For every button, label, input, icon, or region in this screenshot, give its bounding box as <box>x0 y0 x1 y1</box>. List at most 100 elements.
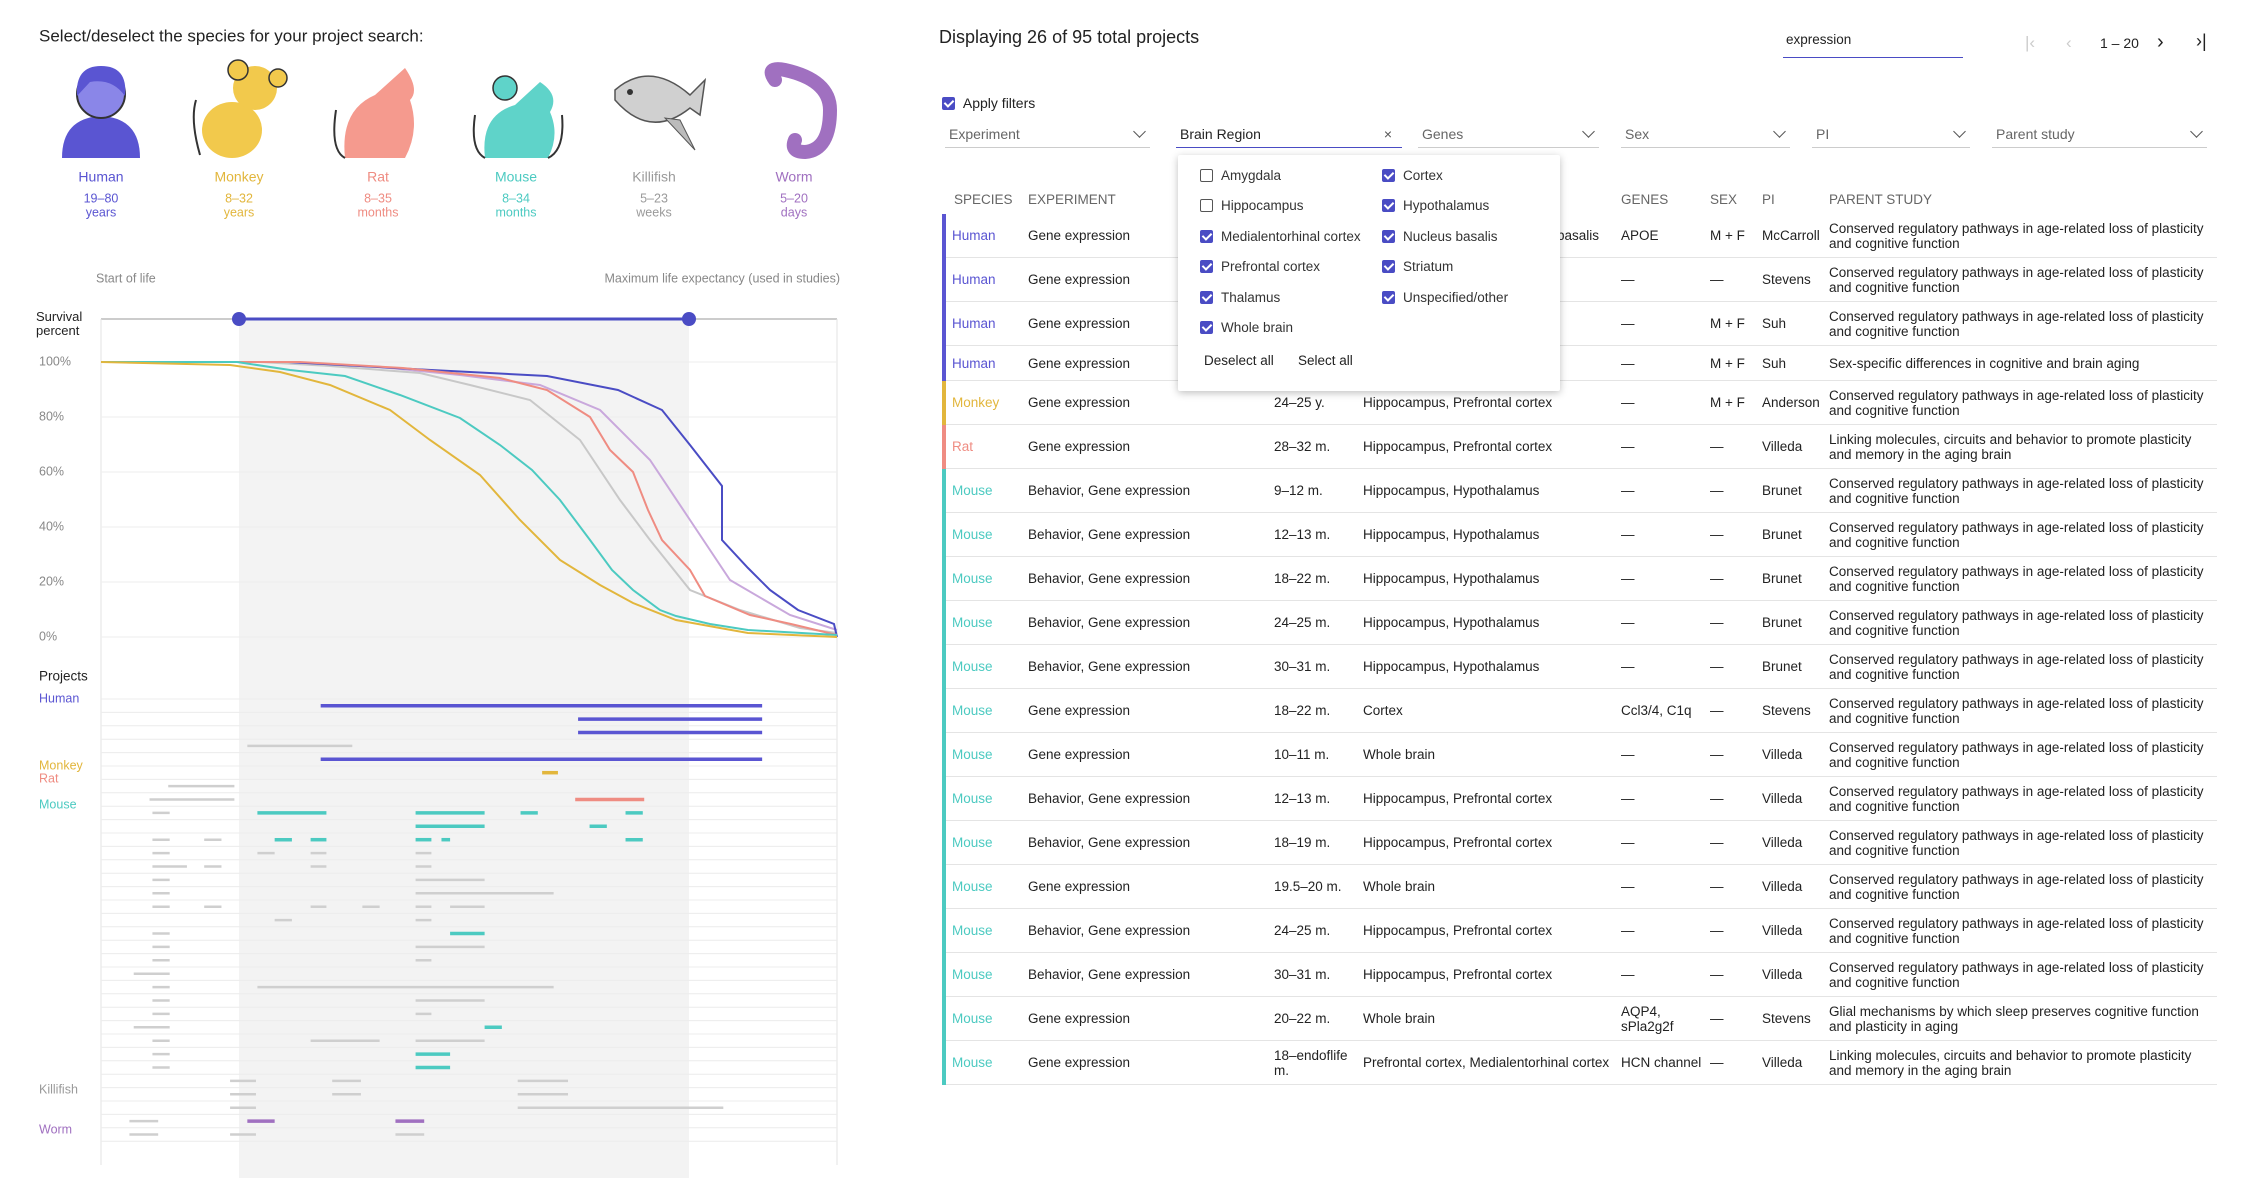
apply-filters[interactable]: Apply filters <box>942 94 1035 111</box>
checkbox[interactable] <box>1200 321 1213 335</box>
result-row[interactable]: Mouse Behavior, Gene expression 18–19 m. Hi… <box>942 820 2217 865</box>
result-row[interactable]: Human Gene expression basalis APOE M + F McCa… <box>942 214 2217 258</box>
species-name[interactable]: Worm <box>775 169 812 185</box>
checkbox[interactable] <box>1200 290 1213 304</box>
dropdown-option[interactable]: Hippocampus <box>1200 198 1304 213</box>
killifish-icon[interactable] <box>614 75 707 151</box>
table-cell: Conserved regulatory pathways in age-rel… <box>1825 257 2217 302</box>
table-cell: Conserved regulatory pathways in age-rel… <box>1825 688 2217 733</box>
dropdown-option[interactable]: Whole brain <box>1200 320 1293 335</box>
species-name[interactable]: Killifish <box>632 169 676 185</box>
checkbox[interactable] <box>942 96 955 110</box>
species-unit: years <box>224 205 255 219</box>
checkbox[interactable] <box>1382 168 1395 182</box>
dropdown-option[interactable]: Medialentorhinal cortex <box>1200 228 1361 244</box>
result-row[interactable]: Mouse Behavior, Gene expression 24–25 m. Hi… <box>942 600 2217 645</box>
last-page-button[interactable]: ›| <box>2196 31 2207 51</box>
result-row[interactable]: Mouse Gene expression 19.5–20 m. Whole brai… <box>942 864 2217 909</box>
table-cell: 19.5–20 m. <box>1270 864 1359 909</box>
first-page-button[interactable]: |‹ <box>2025 33 2036 52</box>
column-header: GENES <box>1621 191 1669 207</box>
curve-rat <box>101 361 838 636</box>
checkbox[interactable] <box>1382 229 1395 243</box>
table-cell: 18–22 m. <box>1270 688 1359 733</box>
table-cell: M + F <box>1706 301 1758 346</box>
table-cell: Hippocampus, Prefrontal cortex <box>1359 380 1617 425</box>
dropdown-option[interactable]: Thalamus <box>1200 289 1280 305</box>
checkbox[interactable] <box>1200 168 1213 182</box>
species-name[interactable]: Monkey <box>214 169 263 185</box>
select-all-button[interactable]: Select all <box>1298 353 1353 368</box>
species-name[interactable]: Human <box>78 169 123 185</box>
result-row[interactable]: Mouse Gene expression 18–endoflife m. Prefr… <box>942 1040 2217 1085</box>
column-header: PARENT STUDY <box>1829 191 1933 207</box>
table-cell: Gene expression <box>1024 688 1270 733</box>
next-page-button[interactable]: › <box>2157 31 2164 53</box>
table-cell: M + F <box>1706 380 1758 425</box>
dropdown-option[interactable]: Hypothalamus <box>1382 198 1489 213</box>
checkbox[interactable] <box>1200 229 1213 243</box>
checkbox[interactable] <box>1382 260 1395 274</box>
result-row[interactable]: Mouse Behavior, Gene expression 30–31 m. Hi… <box>942 644 2217 689</box>
table-cell: Gene expression <box>1024 732 1270 777</box>
checkbox[interactable] <box>1382 290 1395 304</box>
table-cell: Rat <box>942 424 1024 469</box>
result-row[interactable]: Mouse Gene expression 18–22 m. Cortex Ccl3/4… <box>942 688 2217 733</box>
slider-handle[interactable] <box>232 312 246 326</box>
human-icon[interactable] <box>62 66 140 158</box>
monkey-icon[interactable] <box>192 59 288 158</box>
panel-title: Select/deselect the species for your pro… <box>39 26 424 45</box>
result-row[interactable]: Monkey Gene expression 24–25 y. Hippocampus… <box>942 380 2217 425</box>
filter-dropdown[interactable]: PI <box>1812 122 1970 148</box>
chevron <box>1582 125 1595 138</box>
filter-dropdown[interactable]: Brain Region × <box>1176 122 1402 148</box>
result-row[interactable]: Mouse Behavior, Gene expression 12–13 m. Hi… <box>942 776 2217 821</box>
table-cell: — <box>1617 512 1706 557</box>
filter-dropdown[interactable]: Experiment <box>945 122 1150 148</box>
table-cell: Mouse <box>942 908 1024 953</box>
table-cell: Behavior, Gene expression <box>1024 600 1270 645</box>
table-cell: Behavior, Gene expression <box>1024 776 1270 821</box>
search-input[interactable]: expression <box>1783 32 1963 58</box>
checkbox[interactable] <box>1382 199 1395 213</box>
dropdown-option[interactable]: Prefrontal cortex <box>1200 259 1320 274</box>
table-cell: — <box>1706 776 1758 821</box>
y-label: Survival percent <box>36 310 83 338</box>
dropdown-option[interactable]: Cortex <box>1382 167 1443 183</box>
result-row[interactable]: Human Gene expression — — Stevens Conserved r… <box>942 257 2217 302</box>
result-row[interactable]: Mouse Gene expression 10–11 m. Whole brain —… <box>942 732 2217 777</box>
dropdown-option[interactable]: Striatum <box>1382 259 1453 274</box>
table-cell: Suh <box>1758 345 1825 381</box>
species-name[interactable]: Rat <box>367 169 389 185</box>
table-cell: McCarroll <box>1758 214 1825 258</box>
checkbox[interactable] <box>1200 199 1213 213</box>
result-row[interactable]: Mouse Behavior, Gene expression 30–31 m. Hi… <box>942 952 2217 997</box>
slider-handle[interactable] <box>682 312 696 326</box>
result-row[interactable]: Mouse Behavior, Gene expression 18–22 m. Hi… <box>942 556 2217 601</box>
deselect-all-button[interactable]: Deselect all <box>1204 353 1274 368</box>
prev-page-button[interactable]: ‹ <box>2066 33 2072 52</box>
clear-button[interactable]: × <box>1383 126 1392 142</box>
filter-dropdown[interactable]: Sex <box>1621 122 1790 148</box>
column-header: PI <box>1762 191 1775 207</box>
result-row[interactable]: Mouse Behavior, Gene expression 12–13 m. Hi… <box>942 512 2217 557</box>
species-labels: Human19–80yearsMonkey8–32yearsRat8–35mon… <box>78 169 812 220</box>
result-row[interactable]: Human Gene expression — M + F Suh Sex-specifi… <box>942 345 2217 381</box>
result-row[interactable]: Mouse Behavior, Gene expression 24–25 m. Hi… <box>942 908 2217 953</box>
dropdown-option[interactable]: Unspecified/other <box>1382 289 1508 305</box>
rat-icon[interactable] <box>333 68 414 159</box>
filter-dropdown[interactable]: Parent study <box>1992 122 2207 148</box>
result-row[interactable]: Human Gene expression — M + F Suh Conserved r… <box>942 301 2217 346</box>
result-row[interactable]: Mouse Behavior, Gene expression 9–12 m. Hip… <box>942 468 2217 513</box>
dropdown-option[interactable]: Amygdala <box>1200 167 1281 183</box>
mouse-icon[interactable] <box>472 75 564 159</box>
filter-dropdown[interactable]: Genes <box>1418 122 1599 148</box>
result-row[interactable]: Mouse Gene expression 20–22 m. Whole brain A… <box>942 996 2217 1041</box>
species-name[interactable]: Mouse <box>495 169 537 185</box>
worm-icon[interactable] <box>764 62 838 160</box>
result-row[interactable]: Rat Gene expression 28–32 m. Hippocampus, P… <box>942 424 2217 469</box>
dropdown-option[interactable]: Nucleus basalis <box>1382 228 1498 244</box>
checkbox[interactable] <box>1200 260 1213 274</box>
project-species-label: Rat <box>39 771 59 785</box>
column-header: SEX <box>1710 191 1738 207</box>
